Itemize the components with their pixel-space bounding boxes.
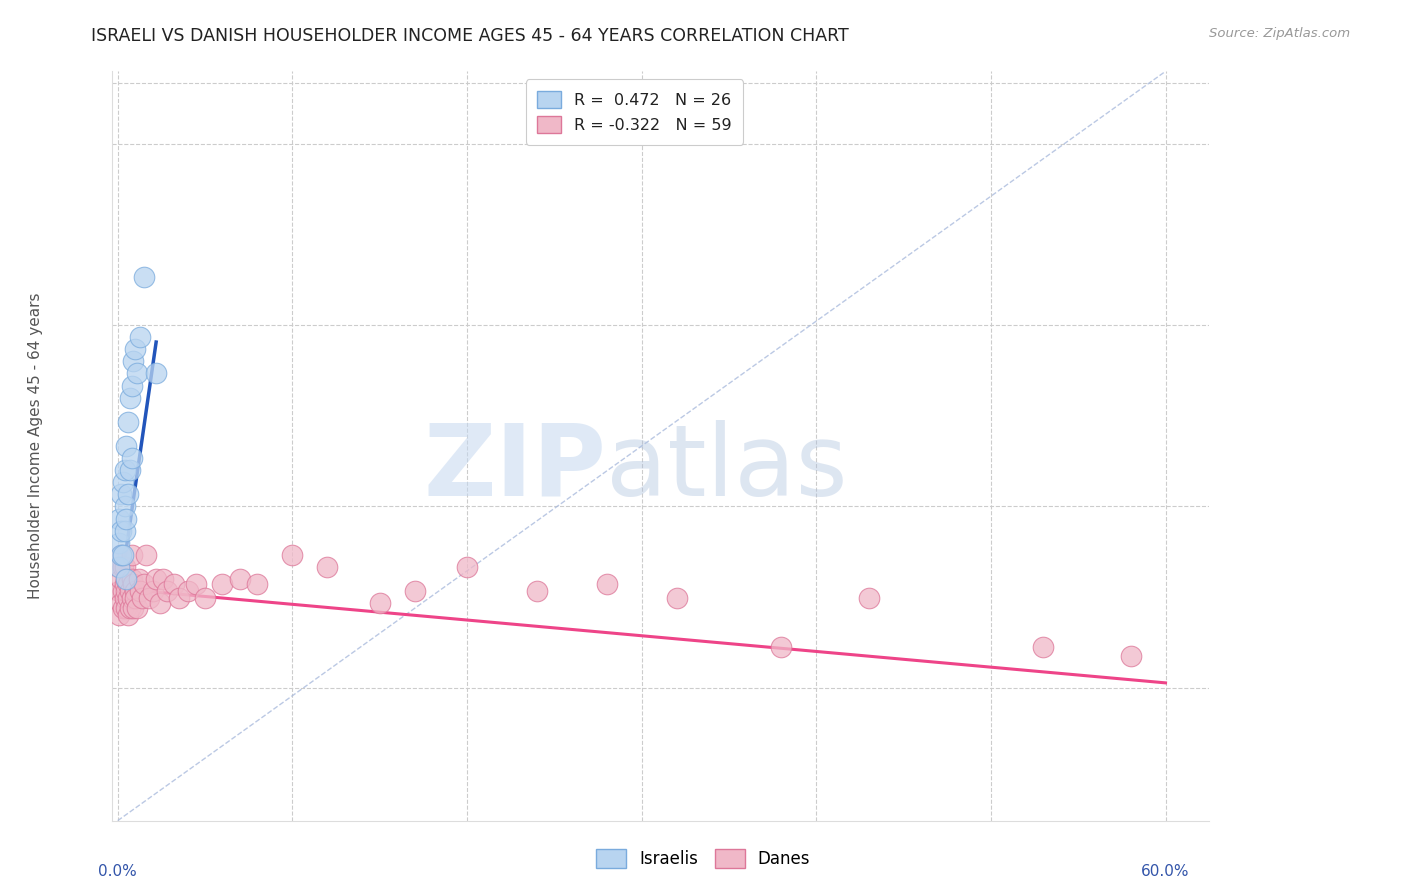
Point xyxy=(281,548,304,562)
Point xyxy=(128,572,150,586)
Point xyxy=(110,548,132,562)
Point xyxy=(770,640,793,654)
Legend: R =  0.472   N = 26, R = -0.322   N = 59: R = 0.472 N = 26, R = -0.322 N = 59 xyxy=(526,79,742,145)
Point xyxy=(108,511,131,525)
Point xyxy=(132,576,155,591)
Point xyxy=(111,584,134,599)
Point xyxy=(118,584,141,599)
Point xyxy=(167,591,190,606)
Point xyxy=(115,572,138,586)
Point xyxy=(114,576,136,591)
Point xyxy=(121,548,143,562)
Point xyxy=(131,591,153,606)
Point xyxy=(121,591,143,606)
Point xyxy=(115,601,138,615)
Point xyxy=(108,584,131,599)
Point xyxy=(121,451,143,466)
Point xyxy=(229,572,252,586)
Point xyxy=(122,576,145,591)
Point xyxy=(456,559,478,574)
Point xyxy=(858,591,880,606)
Point xyxy=(117,608,139,623)
Text: 60.0%: 60.0% xyxy=(1142,864,1189,880)
Point xyxy=(110,596,132,610)
Text: ZIP: ZIP xyxy=(423,420,606,517)
Point xyxy=(118,601,141,615)
Point xyxy=(110,524,132,538)
Point xyxy=(162,576,184,591)
Point xyxy=(117,415,139,429)
Point xyxy=(595,576,617,591)
Point xyxy=(111,559,134,574)
Point xyxy=(665,591,688,606)
Point xyxy=(135,548,157,562)
Point xyxy=(110,572,132,586)
Point xyxy=(121,572,143,586)
Point xyxy=(149,596,172,610)
Point xyxy=(117,576,139,591)
Point xyxy=(368,596,391,610)
Point xyxy=(138,591,160,606)
Point xyxy=(108,608,131,623)
Point xyxy=(186,576,208,591)
Text: Source: ZipAtlas.com: Source: ZipAtlas.com xyxy=(1209,27,1350,40)
Point xyxy=(125,367,148,381)
Point xyxy=(404,584,426,599)
Point xyxy=(211,576,233,591)
Point xyxy=(124,343,146,357)
Point xyxy=(110,548,132,562)
Point xyxy=(156,584,179,599)
Text: 0.0%: 0.0% xyxy=(98,864,138,880)
Point xyxy=(176,584,198,599)
Text: atlas: atlas xyxy=(606,420,848,517)
Point xyxy=(115,511,138,525)
Point xyxy=(316,559,339,574)
Point xyxy=(108,559,131,574)
Text: ISRAELI VS DANISH HOUSEHOLDER INCOME AGES 45 - 64 YEARS CORRELATION CHART: ISRAELI VS DANISH HOUSEHOLDER INCOME AGE… xyxy=(91,27,849,45)
Point xyxy=(111,601,134,615)
Point xyxy=(117,591,139,606)
Point xyxy=(129,330,152,344)
Point xyxy=(122,601,145,615)
Point xyxy=(194,591,217,606)
Point xyxy=(1119,649,1142,664)
Point xyxy=(1032,640,1054,654)
Point xyxy=(145,367,167,381)
Point xyxy=(111,475,134,490)
Point xyxy=(152,572,174,586)
Point xyxy=(115,439,138,453)
Point xyxy=(124,591,146,606)
Point xyxy=(115,584,138,599)
Point xyxy=(114,463,136,477)
Point xyxy=(122,354,145,368)
Point xyxy=(118,463,141,477)
Text: Householder Income Ages 45 - 64 years: Householder Income Ages 45 - 64 years xyxy=(28,293,44,599)
Point xyxy=(129,584,152,599)
Point xyxy=(115,572,138,586)
Point xyxy=(114,591,136,606)
Point xyxy=(111,548,134,562)
Point xyxy=(110,487,132,501)
Point xyxy=(114,524,136,538)
Point xyxy=(246,576,269,591)
Point xyxy=(125,601,148,615)
Point xyxy=(114,559,136,574)
Point xyxy=(114,500,136,514)
Point xyxy=(121,378,143,392)
Point xyxy=(108,559,131,574)
Point xyxy=(132,269,155,284)
Point xyxy=(108,535,131,549)
Point xyxy=(526,584,548,599)
Point xyxy=(117,487,139,501)
Legend: Israelis, Danes: Israelis, Danes xyxy=(589,843,817,875)
Point xyxy=(118,391,141,405)
Point xyxy=(145,572,167,586)
Point xyxy=(124,584,146,599)
Point xyxy=(142,584,165,599)
